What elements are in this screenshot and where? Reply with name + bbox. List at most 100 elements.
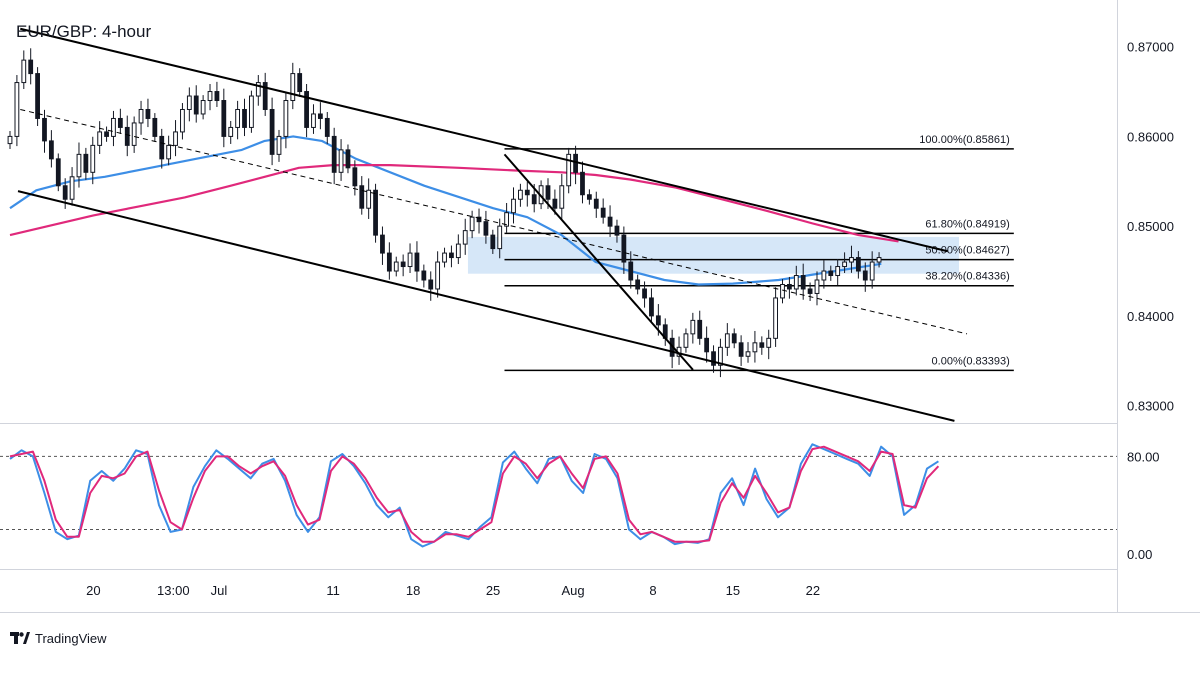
- candle[interactable]: [186, 87, 192, 122]
- candle[interactable]: [366, 178, 372, 219]
- candle[interactable]: [773, 287, 779, 347]
- candle[interactable]: [476, 208, 482, 234]
- candle[interactable]: [759, 336, 765, 355]
- candle[interactable]: [718, 338, 723, 378]
- candle[interactable]: [269, 97, 275, 166]
- ma-slow-line[interactable]: [9, 164, 899, 243]
- candle[interactable]: [255, 75, 261, 106]
- candle[interactable]: [483, 210, 489, 244]
- candle[interactable]: [48, 130, 54, 168]
- candle[interactable]: [462, 218, 468, 255]
- candle[interactable]: [842, 252, 847, 273]
- candle[interactable]: [35, 67, 40, 126]
- candle[interactable]: [290, 62, 296, 110]
- candle[interactable]: [221, 88, 227, 148]
- candle[interactable]: [414, 241, 420, 282]
- candle[interactable]: [628, 251, 634, 289]
- candle[interactable]: [455, 234, 461, 265]
- candle[interactable]: [511, 187, 516, 224]
- candle[interactable]: [614, 219, 620, 243]
- candle[interactable]: [14, 75, 20, 147]
- candle[interactable]: [193, 85, 199, 123]
- candle[interactable]: [317, 102, 323, 130]
- candle[interactable]: [862, 262, 868, 292]
- candle[interactable]: [449, 245, 454, 268]
- candle[interactable]: [297, 68, 303, 97]
- candle[interactable]: [800, 263, 806, 300]
- candle[interactable]: [104, 126, 109, 142]
- candle[interactable]: [704, 326, 710, 363]
- candle[interactable]: [731, 328, 737, 349]
- candle[interactable]: [359, 176, 365, 215]
- candle[interactable]: [117, 108, 123, 134]
- candle[interactable]: [207, 84, 213, 111]
- candle[interactable]: [276, 129, 282, 162]
- candle[interactable]: [242, 98, 247, 137]
- stoch-d-line[interactable]: [9, 445, 940, 543]
- candle[interactable]: [559, 173, 565, 219]
- candle[interactable]: [683, 328, 689, 353]
- candle[interactable]: [380, 226, 385, 265]
- candle[interactable]: [324, 112, 330, 144]
- candle[interactable]: [345, 144, 351, 174]
- candle[interactable]: [766, 329, 772, 360]
- candle[interactable]: [200, 95, 206, 120]
- candle[interactable]: [835, 259, 841, 286]
- candle[interactable]: [745, 342, 751, 363]
- candle[interactable]: [649, 288, 654, 323]
- candle[interactable]: [738, 335, 744, 366]
- candle[interactable]: [621, 226, 627, 274]
- candle[interactable]: [180, 103, 185, 140]
- candle[interactable]: [690, 312, 696, 344]
- channel-midline-trendline[interactable]: [20, 109, 968, 335]
- candle[interactable]: [311, 104, 316, 134]
- candle[interactable]: [228, 120, 234, 144]
- candle[interactable]: [400, 254, 406, 277]
- candle[interactable]: [524, 181, 530, 207]
- candle[interactable]: [249, 90, 254, 133]
- candle[interactable]: [152, 113, 158, 142]
- candle[interactable]: [780, 279, 785, 304]
- candle[interactable]: [428, 271, 434, 301]
- candle[interactable]: [793, 265, 799, 296]
- ma-fast-line[interactable]: [9, 135, 882, 286]
- candle[interactable]: [869, 251, 875, 289]
- candle[interactable]: [124, 115, 130, 157]
- candle[interactable]: [635, 274, 641, 295]
- candle[interactable]: [62, 178, 68, 209]
- candle[interactable]: [566, 147, 572, 194]
- candle[interactable]: [386, 242, 392, 280]
- candle[interactable]: [787, 276, 792, 299]
- candle[interactable]: [28, 48, 34, 85]
- tradingview-brand[interactable]: TradingView: [10, 628, 107, 648]
- candle[interactable]: [504, 203, 510, 233]
- candle[interactable]: [814, 271, 820, 306]
- candle[interactable]: [497, 218, 503, 259]
- candle[interactable]: [393, 256, 399, 277]
- candle[interactable]: [166, 135, 172, 166]
- candle[interactable]: [283, 91, 289, 149]
- candle[interactable]: [469, 210, 475, 239]
- candle[interactable]: [876, 252, 882, 268]
- candle[interactable]: [352, 160, 358, 196]
- candle[interactable]: [7, 131, 13, 149]
- candle[interactable]: [407, 243, 413, 273]
- candle[interactable]: [304, 84, 309, 138]
- candle[interactable]: [76, 142, 82, 188]
- candle[interactable]: [55, 153, 61, 192]
- candle[interactable]: [83, 147, 89, 180]
- candle[interactable]: [21, 50, 27, 90]
- candle[interactable]: [586, 189, 592, 205]
- candle[interactable]: [173, 120, 178, 157]
- resistance-zone[interactable]: [467, 236, 960, 274]
- candle[interactable]: [338, 139, 344, 181]
- candle[interactable]: [235, 100, 241, 140]
- candle[interactable]: [421, 264, 427, 288]
- candle[interactable]: [724, 323, 730, 356]
- candle[interactable]: [607, 205, 613, 237]
- candle[interactable]: [97, 121, 103, 154]
- candle[interactable]: [490, 229, 496, 254]
- candle[interactable]: [580, 161, 585, 204]
- candle[interactable]: [111, 110, 116, 147]
